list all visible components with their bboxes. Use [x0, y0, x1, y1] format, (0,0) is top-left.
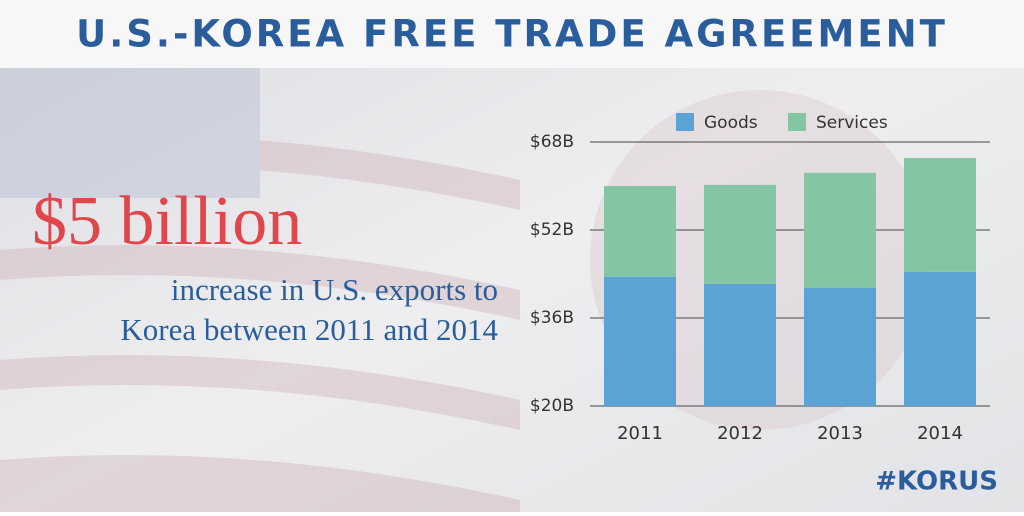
bar-segment: [804, 172, 876, 288]
bar-segment: [704, 184, 776, 284]
chart: $20B $36B $52B $68B 2011 2012 2013 2014 Goods Ser…: [530, 113, 990, 444]
legend-swatch: [676, 113, 694, 131]
subline: Korea between 2011 and 2014: [120, 312, 498, 347]
x-tick-label: 2013: [817, 423, 863, 444]
hashtag: #KORUS: [875, 467, 998, 497]
bar-segment: [604, 186, 676, 277]
x-tick-label: 2014: [917, 423, 963, 444]
x-tick-label: 2011: [617, 423, 663, 444]
y-tick-label: $68B: [530, 132, 574, 152]
headline: $5 billion: [32, 183, 302, 260]
legend-label: Services: [816, 113, 888, 133]
legend-label: Goods: [704, 113, 758, 133]
legend-swatch: [788, 113, 806, 131]
y-tick-label: $20B: [530, 396, 574, 416]
bar-segment: [904, 271, 976, 406]
subline: increase in U.S. exports to: [171, 272, 498, 307]
bar-segment: [904, 157, 976, 272]
x-tick-label: 2012: [717, 423, 763, 444]
bar-segment: [704, 283, 776, 406]
y-tick-label: $52B: [530, 220, 574, 240]
title: U.S.-KOREA FREE TRADE AGREEMENT: [76, 13, 948, 56]
title-band: [0, 0, 1024, 68]
y-tick-label: $36B: [530, 308, 574, 328]
bar-segment: [604, 276, 676, 406]
bar-segment: [804, 287, 876, 406]
